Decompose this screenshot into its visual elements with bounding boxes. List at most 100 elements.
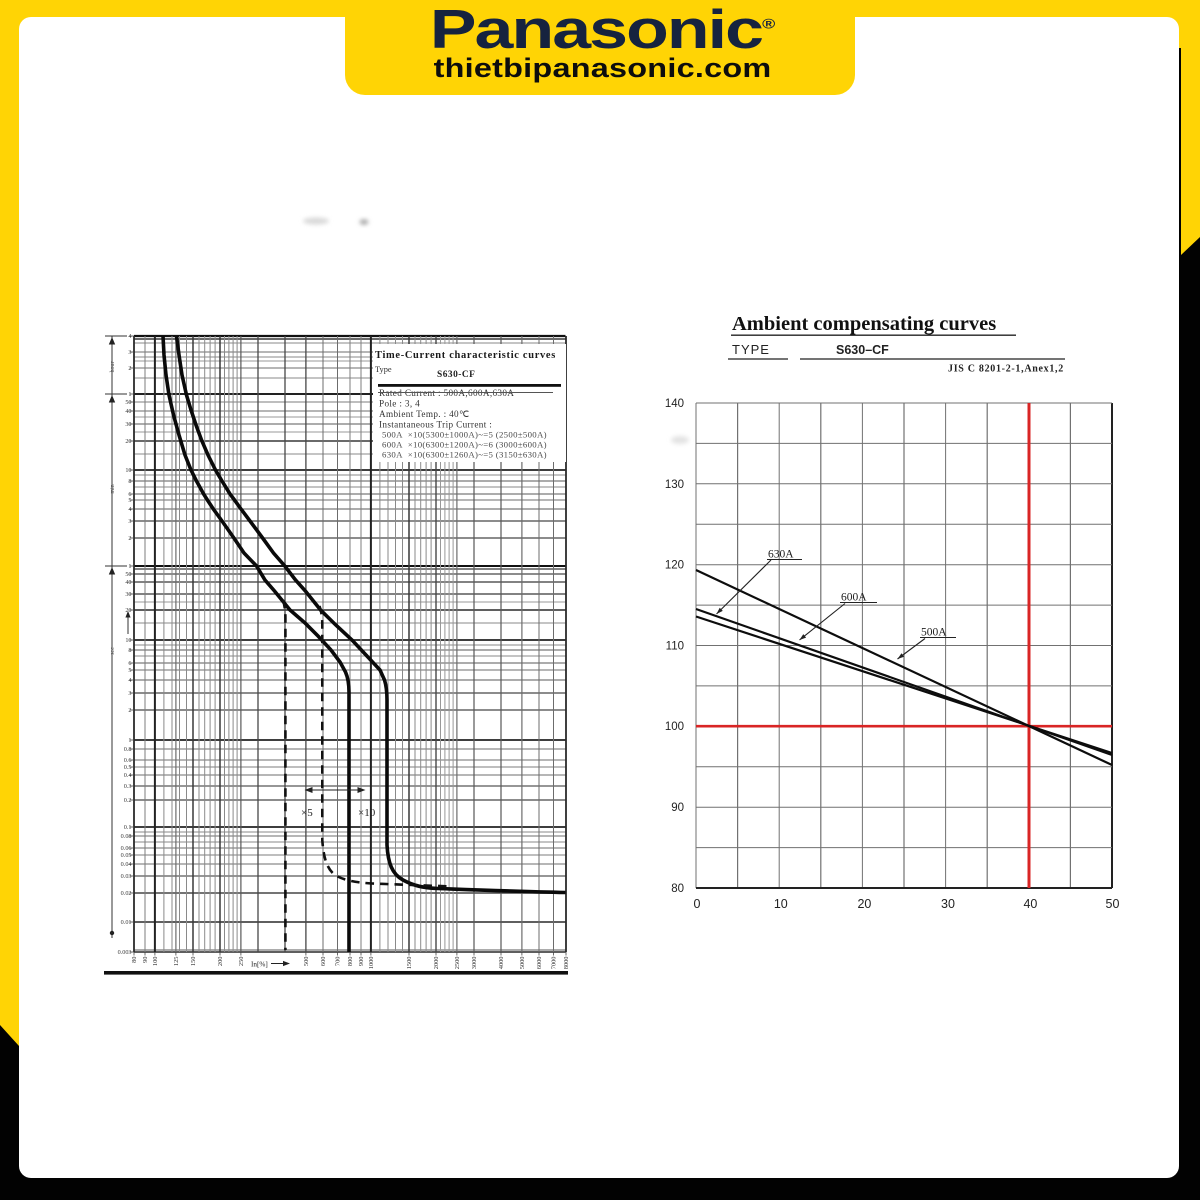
svg-text:0.4: 0.4 <box>124 772 132 779</box>
svg-text:600: 600 <box>320 957 327 967</box>
svg-text:2500: 2500 <box>454 957 461 970</box>
svg-text:3: 3 <box>128 349 131 356</box>
svg-text:0.003: 0.003 <box>118 949 132 956</box>
svg-text:8: 8 <box>128 647 131 654</box>
svg-text:TYPE: TYPE <box>732 342 770 357</box>
svg-text:0: 0 <box>694 897 701 911</box>
svg-text:5: 5 <box>128 497 131 504</box>
svg-text:50: 50 <box>125 571 131 578</box>
svg-text:150: 150 <box>190 957 197 967</box>
svg-text:130: 130 <box>665 479 684 491</box>
svg-text:hour: hour <box>110 362 116 373</box>
svg-text:2: 2 <box>128 365 131 372</box>
svg-text:0.02: 0.02 <box>121 890 132 897</box>
svg-text:6000: 6000 <box>536 957 543 970</box>
svg-text:2000: 2000 <box>433 957 440 970</box>
svg-text:8: 8 <box>128 478 131 485</box>
svg-text:125: 125 <box>173 957 180 967</box>
svg-text:30: 30 <box>125 421 131 428</box>
svg-text:50: 50 <box>1106 897 1120 911</box>
svg-text:700: 700 <box>335 957 342 967</box>
svg-text:5000: 5000 <box>519 957 526 970</box>
svg-text:900: 900 <box>358 957 365 967</box>
svg-text:90: 90 <box>142 957 149 963</box>
svg-text:5: 5 <box>128 667 131 674</box>
svg-text:In[%]: In[%] <box>251 961 268 969</box>
svg-text:250: 250 <box>238 957 245 967</box>
svg-text:20: 20 <box>857 897 871 911</box>
svg-text:Time-Current characteristic cu: Time-Current characteristic curves <box>375 350 556 361</box>
svg-text:0.8: 0.8 <box>124 746 132 753</box>
svg-text:S630-CF: S630-CF <box>437 370 475 380</box>
svg-text:sec: sec <box>110 647 116 655</box>
svg-text:600A ×10(6300±1200A)~=6 (3000: 600A ×10(6300±1200A)~=6 (3000±600A) <box>382 440 547 450</box>
svg-text:1: 1 <box>128 391 131 398</box>
svg-text:1000: 1000 <box>368 957 375 970</box>
svg-text:JIS C 8201-2-1,Anex1,2: JIS C 8201-2-1,Anex1,2 <box>948 364 1064 375</box>
svg-text:×10: ×10 <box>358 807 376 819</box>
svg-text:2: 2 <box>128 535 131 542</box>
svg-text:7000: 7000 <box>551 957 558 970</box>
svg-text:0.06: 0.06 <box>121 845 132 852</box>
svg-text:600A: 600A <box>841 592 867 604</box>
svg-text:110: 110 <box>666 640 684 652</box>
svg-text:120: 120 <box>665 560 684 572</box>
svg-text:0.1: 0.1 <box>124 824 132 831</box>
svg-text:2: 2 <box>128 707 131 714</box>
svg-text:30: 30 <box>125 591 131 598</box>
svg-text:20: 20 <box>125 438 131 445</box>
svg-text:×5: ×5 <box>301 807 313 819</box>
svg-text:500A ×10(5300±1000A)~=5 (2500: 500A ×10(5300±1000A)~=5 (2500±500A) <box>382 430 547 440</box>
svg-text:0.5: 0.5 <box>124 764 132 771</box>
svg-text:0.08: 0.08 <box>121 833 132 840</box>
svg-text:Ambient Temp. : 40℃: Ambient Temp. : 40℃ <box>379 409 470 419</box>
svg-text:Instantaneous Trip Current :: Instantaneous Trip Current : <box>379 420 492 430</box>
svg-text:1: 1 <box>128 563 131 570</box>
svg-text:800: 800 <box>347 957 354 967</box>
svg-text:Pole : 3, 4: Pole : 3, 4 <box>379 399 420 409</box>
svg-text:0.01: 0.01 <box>121 919 132 926</box>
svg-text:8000: 8000 <box>563 957 570 970</box>
svg-text:0.04: 0.04 <box>121 861 132 868</box>
svg-text:40: 40 <box>125 408 131 415</box>
svg-text:100: 100 <box>665 721 684 733</box>
svg-text:40: 40 <box>125 579 131 586</box>
svg-text:4: 4 <box>128 506 131 513</box>
svg-text:140: 140 <box>665 398 684 410</box>
svg-text:500: 500 <box>303 957 310 967</box>
svg-text:3000: 3000 <box>471 957 478 970</box>
svg-text:1: 1 <box>128 737 131 744</box>
svg-text:4: 4 <box>128 677 131 684</box>
svg-text:20: 20 <box>125 607 131 614</box>
svg-text:min: min <box>110 484 116 493</box>
svg-text:30: 30 <box>941 897 955 911</box>
svg-text:10: 10 <box>125 467 131 474</box>
svg-text:80: 80 <box>671 883 684 895</box>
svg-text:40: 40 <box>1023 897 1037 911</box>
svg-text:10: 10 <box>774 897 788 911</box>
svg-text:80: 80 <box>131 957 138 963</box>
svg-text:Ambient compensating curves: Ambient compensating curves <box>732 313 996 335</box>
svg-text:Type: Type <box>375 365 392 374</box>
svg-text:90: 90 <box>671 802 684 814</box>
svg-text:630A: 630A <box>768 549 794 561</box>
svg-text:0.2: 0.2 <box>124 797 132 804</box>
svg-text:100: 100 <box>152 957 159 967</box>
svg-text:3: 3 <box>128 690 131 697</box>
svg-text:0.03: 0.03 <box>121 873 132 880</box>
svg-text:4: 4 <box>128 333 131 340</box>
svg-text:200: 200 <box>217 957 224 967</box>
svg-text:4000: 4000 <box>498 957 505 970</box>
svg-text:10: 10 <box>125 637 131 644</box>
svg-text:50: 50 <box>125 399 131 406</box>
svg-text:6: 6 <box>128 491 131 498</box>
svg-text:6: 6 <box>128 660 131 667</box>
svg-text:0.6: 0.6 <box>124 757 132 764</box>
svg-text:0.3: 0.3 <box>124 783 132 790</box>
svg-text:S630–CF: S630–CF <box>836 343 889 357</box>
svg-text:0.05: 0.05 <box>121 852 132 859</box>
svg-text:630A ×10(6300±1260A)~=5 (3150: 630A ×10(6300±1260A)~=5 (3150±630A) <box>382 450 547 460</box>
svg-text:500A: 500A <box>921 627 947 639</box>
svg-text:1500: 1500 <box>406 957 413 970</box>
svg-text:3: 3 <box>128 518 131 525</box>
